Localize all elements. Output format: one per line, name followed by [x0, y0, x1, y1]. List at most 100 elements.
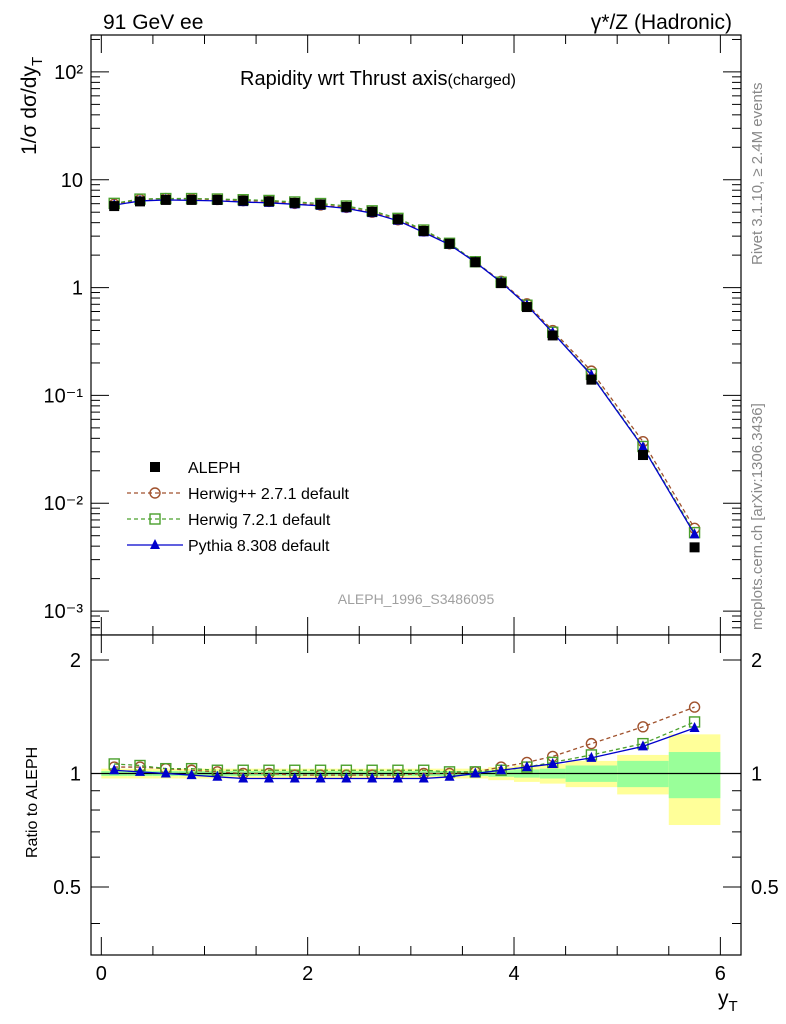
ratio-series	[108, 701, 701, 783]
data-point	[688, 701, 701, 713]
data-point	[212, 194, 223, 205]
y-tick-label: 10⁻²	[44, 493, 84, 515]
data-point	[637, 441, 648, 452]
legend-label: Pythia 8.308 default	[188, 538, 330, 555]
y-axis-label: 1/σ dσ/dyT	[18, 57, 46, 155]
data-point	[496, 278, 507, 289]
chart-title-main: Rapidity wrt Thrust axis	[240, 68, 447, 90]
data-point	[689, 542, 700, 553]
x-axis-label-sub: T	[729, 998, 738, 1015]
x-tick-label: 6	[715, 963, 726, 985]
y-tick-label: 10⁻³	[44, 601, 84, 623]
y-tick-label: 1	[72, 278, 83, 300]
data-point	[315, 772, 326, 783]
ratio-tick-label: 0.5	[53, 877, 81, 899]
ratio-tick-label: 2	[70, 650, 81, 672]
watermark: ALEPH_1996_S3486095	[338, 591, 495, 607]
data-point	[367, 206, 378, 217]
data-point	[637, 740, 648, 751]
data-point	[263, 196, 274, 207]
data-point	[521, 302, 532, 313]
legend-label: ALEPH	[188, 460, 240, 477]
y-axis-label-main: 1/σ dσ/dy	[18, 66, 41, 155]
data-point	[263, 772, 274, 783]
data-point	[470, 257, 481, 268]
ratio-axis-label: Ratio to ALEPH	[24, 747, 41, 858]
chart-title-sub: (charged)	[448, 72, 516, 89]
chart-title: Rapidity wrt Thrust axis(charged)	[240, 68, 516, 90]
data-point	[586, 374, 597, 385]
data-point	[547, 757, 558, 768]
data-point	[444, 238, 455, 249]
band-stat	[668, 752, 721, 799]
data-point	[496, 764, 507, 775]
x-tick-label: 0	[96, 963, 107, 985]
data-point	[341, 772, 352, 783]
data-point	[289, 772, 300, 783]
main-frame	[90, 34, 742, 636]
ratio-frame	[90, 634, 742, 956]
data-point	[149, 513, 161, 525]
data-point	[470, 767, 481, 778]
data-point	[238, 195, 249, 206]
data-point	[392, 772, 403, 783]
data-point	[341, 201, 352, 212]
data-point	[315, 199, 326, 210]
y-tick-label: 10²	[54, 62, 83, 84]
ratio-tick-label: 0.5	[751, 877, 779, 899]
y-tick-label: 10⁻¹	[44, 385, 84, 407]
main-panel: 10⁻³ 10⁻² 10⁻¹ 1 10 10² Rapidity wrt Thrust a…	[44, 34, 742, 636]
data-point	[547, 330, 558, 341]
legend: ALEPH Herwig++ 2.7.1 default Herwig 7.2.1 …	[127, 460, 350, 555]
x-tick-label: 2	[302, 963, 313, 985]
header-left: 91 GeV ee	[103, 11, 203, 34]
header-right: γ*/Z (Hadronic)	[591, 11, 732, 34]
data-point	[135, 765, 146, 776]
data-point	[637, 450, 648, 461]
rivet-version: Rivet 3.1.10, ≥ 2.4M events	[749, 83, 766, 266]
data-point	[418, 772, 429, 783]
y-axis-label-sub: T	[29, 57, 46, 66]
data-point	[186, 194, 197, 205]
data-point	[160, 194, 171, 205]
x-tick-label: 4	[508, 963, 519, 985]
main-axes: 10⁻³ 10⁻² 10⁻¹ 1 10 10²	[44, 35, 741, 636]
data-point	[418, 225, 429, 236]
x-axis-label-main: y	[718, 987, 729, 1010]
ratio-panel: 0 2 4 6 0.5 0.5 1 1 2 2	[53, 634, 779, 985]
data-point	[160, 767, 171, 778]
ratio-tick-label: 1	[70, 763, 81, 785]
y-tick-label: 10	[61, 170, 83, 192]
series-line	[114, 706, 695, 776]
data-point	[150, 462, 160, 472]
data-point	[289, 197, 300, 208]
ratio-tick-label: 1	[751, 763, 762, 785]
legend-label: Herwig++ 2.7.1 default	[188, 486, 350, 503]
data-point	[238, 772, 249, 783]
data-point	[392, 214, 403, 225]
data-point	[367, 772, 378, 783]
data-point	[521, 761, 532, 772]
data-point	[586, 751, 597, 762]
data-point	[689, 722, 700, 733]
legend-label: Herwig 7.2.1 default	[188, 512, 331, 529]
data-point	[689, 528, 700, 539]
data-point	[444, 770, 455, 781]
series-line	[114, 721, 695, 773]
data-point	[585, 737, 598, 750]
x-axis-label: yT	[718, 987, 738, 1015]
main-series	[108, 192, 701, 553]
data-point	[637, 721, 649, 733]
data-point	[109, 764, 120, 775]
data-point	[149, 487, 161, 499]
ratio-axes: 0 2 4 6 0.5 0.5 1 1 2 2	[53, 635, 779, 985]
mcplots-credit: mcplots.cern.ch [arXiv:1306.3436]	[749, 403, 766, 630]
data-point	[186, 769, 197, 780]
ratio-tick-label: 2	[751, 650, 762, 672]
data-point	[109, 201, 120, 212]
data-point	[150, 539, 160, 549]
data-point	[135, 196, 146, 207]
series-line	[114, 197, 696, 533]
data-point	[212, 770, 223, 781]
